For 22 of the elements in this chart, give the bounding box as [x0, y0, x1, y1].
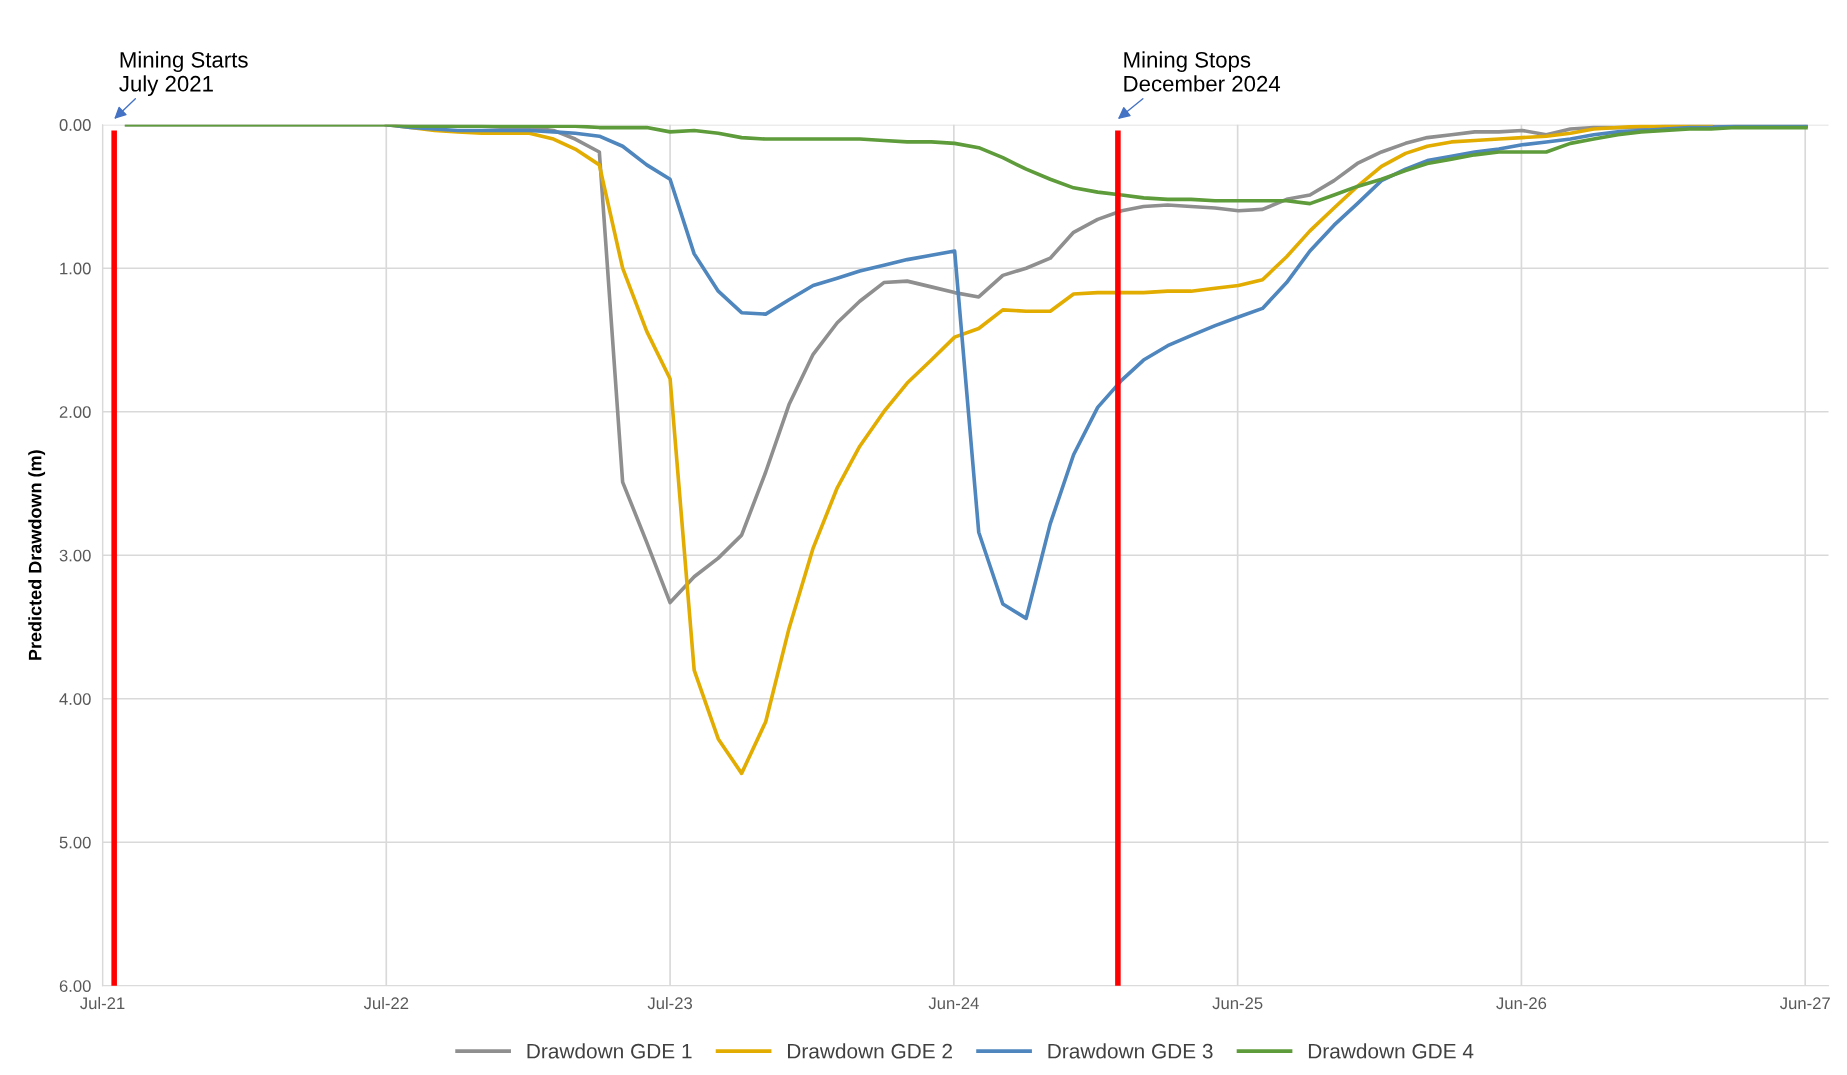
y-tick-label: 3.00 — [59, 549, 91, 562]
legend-label: Drawdown GDE 4 — [1308, 1043, 1474, 1059]
x-tick-label: Jun-25 — [1212, 997, 1263, 1010]
y-tick-label: 5.00 — [59, 836, 91, 849]
y-tick-label: 2.00 — [59, 406, 91, 418]
y-tick-label: 4.00 — [59, 693, 91, 705]
y-axis-title: Predicted Drawdown (m) — [28, 450, 46, 660]
x-tick-label: Jul-22 — [363, 996, 409, 1010]
legend-label: Drawdown GDE 3 — [1048, 1043, 1213, 1059]
y-tick-label: 6.00 — [59, 980, 91, 992]
y-tick-label: 0.00 — [59, 119, 91, 131]
legend-label: Drawdown GDE 2 — [788, 1043, 952, 1059]
x-tick-label: Jul-21 — [80, 996, 125, 1010]
legend-label: Drawdown GDE 1 — [527, 1043, 692, 1059]
x-tick-label: Jun-26 — [1496, 997, 1547, 1010]
y-tick-label: 1.00 — [60, 262, 91, 275]
x-tick-label: Jun-24 — [928, 997, 979, 1010]
ref-line-label: Mining Stops December 2024 — [1124, 51, 1281, 92]
line-series — [124, 124, 1808, 206]
ref-line-label: Mining Starts July 2021 — [119, 51, 248, 96]
x-tick-label: Jul-23 — [647, 996, 693, 1010]
x-tick-label: Jun-27 — [1779, 997, 1830, 1010]
